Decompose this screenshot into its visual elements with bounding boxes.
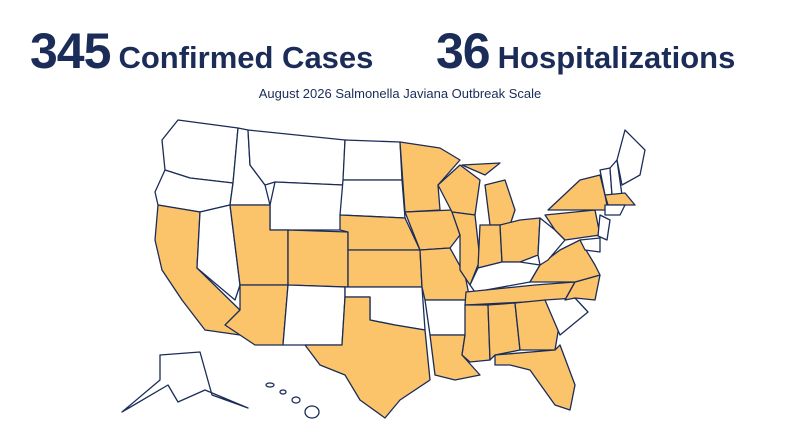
state [487,302,521,361]
island [291,396,301,404]
state [499,217,541,263]
stat-label: Hospitalizations [497,40,736,75]
stat: 36 Hospitalizations [436,22,735,80]
island [265,382,275,388]
state [604,204,626,216]
state [347,249,423,288]
state [404,209,461,251]
island [279,389,287,395]
state [247,129,346,186]
state [424,299,471,336]
state [484,179,516,226]
stat-value: 345 [30,23,111,79]
subtitle: August 2026 Salmonella Javiana Outbreak … [258,86,542,101]
state [564,274,601,301]
state [547,174,609,211]
state [477,224,503,269]
stat-label: Confirmed Cases [118,40,374,75]
stat-value: 36 [436,23,491,79]
state [121,351,249,413]
states [121,119,646,419]
state [342,139,403,181]
state [339,179,406,219]
state [282,284,346,346]
state [304,296,431,419]
island [304,405,320,419]
state [597,214,611,241]
state [604,192,636,206]
state [544,209,601,241]
state [579,237,601,253]
stat: 345 Confirmed Cases [30,22,373,80]
state [437,164,481,216]
state [461,162,501,176]
state [494,344,576,411]
state [287,229,349,288]
state [616,129,646,186]
state [461,304,491,363]
state [514,299,561,351]
state [269,181,344,231]
state [196,204,241,301]
